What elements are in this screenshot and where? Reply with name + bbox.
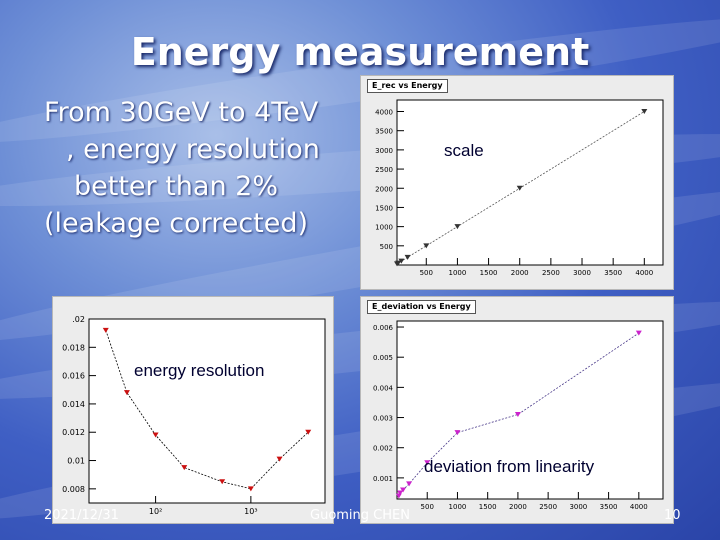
x-tick-label: 500 [421,503,434,511]
y-tick-label: 1500 [375,204,393,212]
data-point [404,254,411,260]
y-tick-label: 3500 [375,128,393,136]
x-tick-label: 2500 [539,503,557,511]
erec-chart-title: E_rec vs Energy [367,79,448,93]
data-point [424,460,431,466]
y-tick-label: 2500 [375,166,393,174]
x-tick-label: 3000 [569,503,587,511]
erec-chart: 500 1000 1500 2000 2500 3000 3500 4000 500 1000 15… [375,99,664,277]
y-tick-label: 0.002 [373,445,393,453]
data-point [152,432,159,438]
y-tick-label: 0.004 [373,384,394,392]
slide-title: Energy measurement [130,30,590,74]
y-tick-label: 500 [380,243,393,251]
data-point [454,430,461,436]
annotation-scale: scale [444,141,484,160]
y-tick-label: 4000 [375,109,393,117]
body-line-3: better than 2% [74,171,278,202]
y-tick-label: .02 [72,315,85,324]
x-tick-label: 3500 [600,503,618,511]
body-line-1: From 30GeV to 4TeV [44,97,319,128]
data-point [276,456,283,462]
data-point [247,486,254,492]
deviation-chart: 0.001 0.002 0.003 0.004 0.005 0.006 500 1000 150… [373,320,664,511]
y-tick-label: 0.012 [62,428,85,437]
x-tick-label: 3000 [573,269,591,277]
data-point [641,109,648,115]
resolution-chart: 0.008 0.01 0.012 0.014 0.016 0.018 .02 10² 10³ [62,315,326,516]
x-tick-label: 4000 [635,269,653,277]
x-tick-label: 2000 [511,269,529,277]
footer-author: Guoming CHEN [310,508,410,523]
x-tick-label: 4000 [630,503,648,511]
data-point [102,327,109,333]
x-tick-label: 500 [420,269,433,277]
x-tick-label: 10³ [244,507,257,516]
data-point [305,429,312,435]
deviation-chart-panel: E_deviation vs Energy 0.001 0.002 0.003 0.0… [360,296,674,524]
x-tick-label: 1000 [449,503,467,511]
series-line [105,330,309,490]
annotation-deviation: deviation from linearity [424,457,595,476]
x-tick-label: 2500 [542,269,560,277]
deviation-chart-title: E_deviation vs Energy [367,300,476,314]
y-tick-label: 0.014 [62,400,85,409]
data-point [123,390,130,396]
y-tick-label: 0.016 [62,372,85,381]
footer-page-number: 10 [664,508,681,523]
data-point [454,224,461,230]
y-tick-label: 1000 [375,224,393,232]
y-tick-label: 0.01 [67,457,85,466]
data-point [423,243,430,249]
y-tick-label: 0.005 [373,354,393,362]
data-point [406,481,413,487]
data-point [514,412,521,418]
footer-date: 2021/12/31 [44,508,119,523]
data-point [219,479,226,485]
resolution-chart-panel: 0.008 0.01 0.012 0.014 0.016 0.018 .02 10² 10³ [52,296,334,524]
x-tick-label: 10² [149,507,162,516]
x-tick-label: 1000 [449,269,467,277]
data-point [181,465,188,471]
data-point [398,258,405,264]
plot-frame [396,320,664,500]
y-tick-label: 0.003 [373,415,393,423]
y-tick-label: 0.001 [373,475,393,483]
slide-body: From 30GeV to 4TeV , energy resolution b… [44,94,364,242]
data-point [400,487,407,493]
data-point [397,490,404,496]
y-tick-label: 3000 [375,147,393,155]
plot-frame [88,318,326,504]
y-tick-label: 2000 [375,185,393,193]
y-tick-label: 0.018 [62,343,85,352]
y-tick-label: 0.006 [373,324,394,332]
plot-frame [396,99,664,266]
x-tick-label: 1500 [479,503,497,511]
x-tick-label: 3500 [604,269,622,277]
body-line-2: , energy resolution [66,134,320,165]
x-tick-label: 2000 [509,503,527,511]
body-line-4: (leakage corrected) [44,208,309,239]
erec-chart-panel: E_rec vs Energy 500 1000 1500 2000 2500 3000 3… [360,75,674,290]
data-point [395,260,402,266]
data-point [516,185,523,191]
y-tick-label: 0.008 [62,485,85,494]
data-point [635,330,642,336]
x-tick-label: 1500 [480,269,498,277]
annotation-resolution: energy resolution [134,361,265,380]
